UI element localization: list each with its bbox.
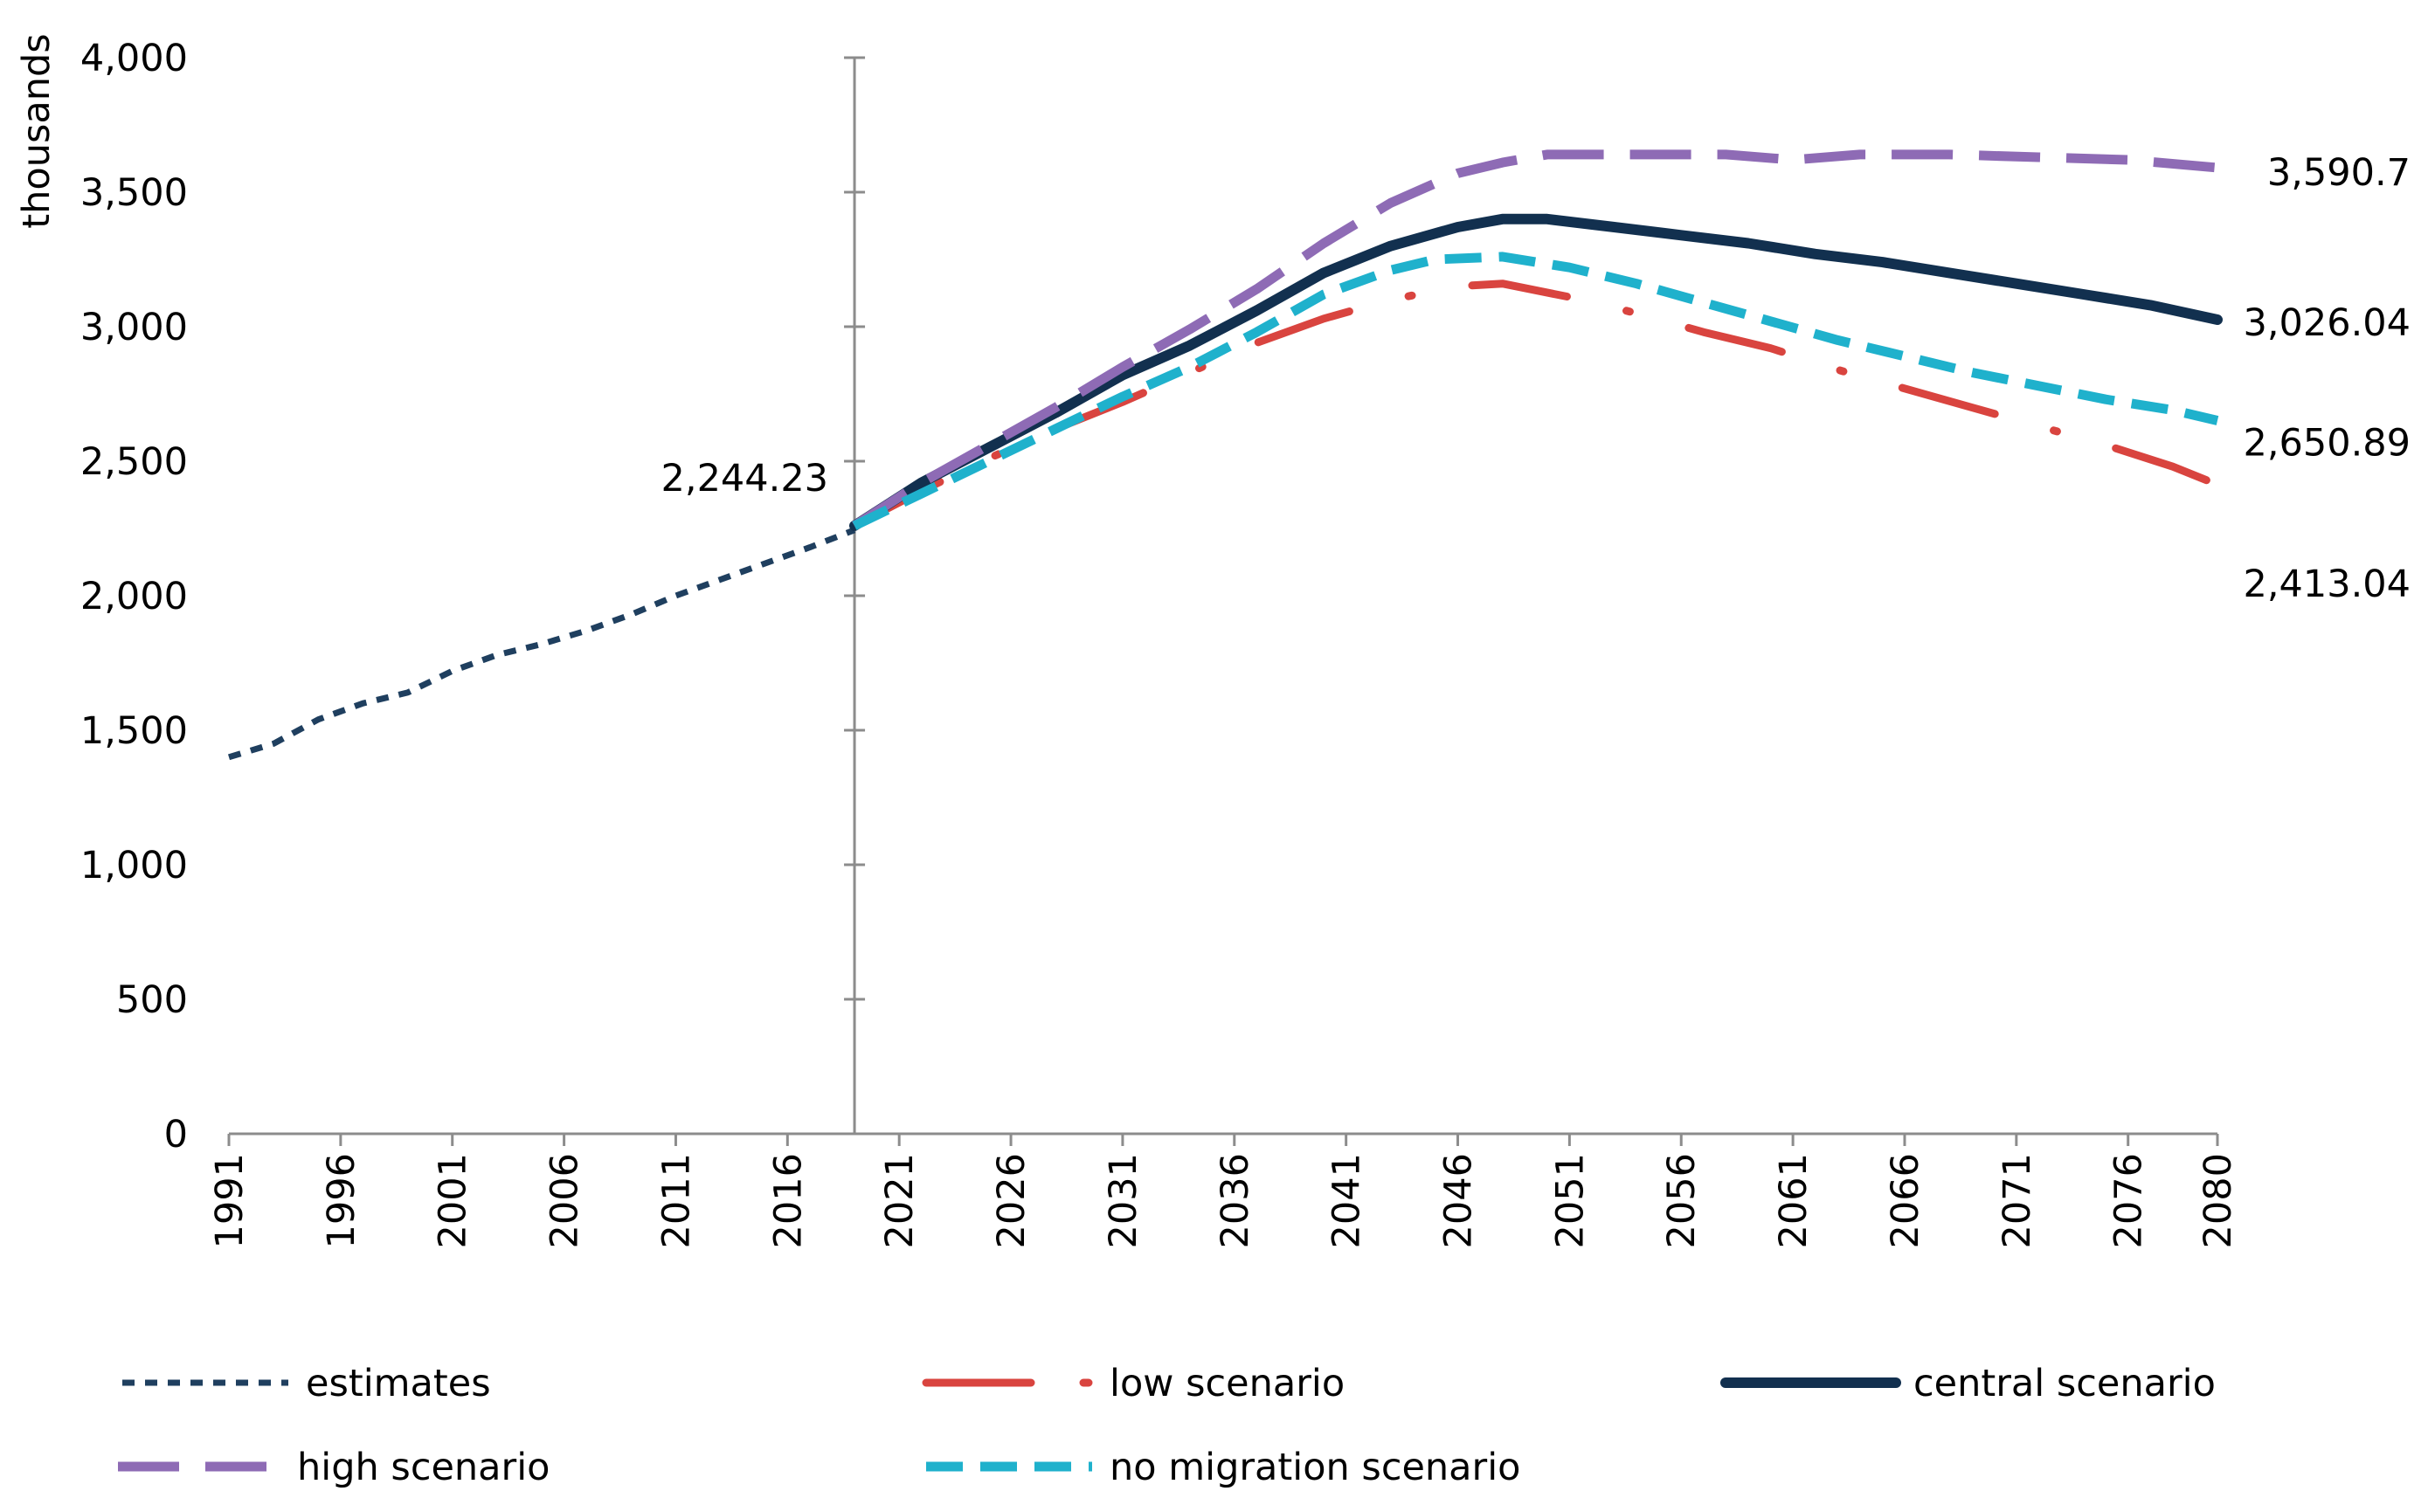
y-tick-label: 4,000 (80, 37, 188, 80)
axes: 0 500 1,000 1,500 2,000 2,500 3,000 3,500 4,000 1… (80, 37, 2240, 1248)
x-tick-label: 2071 (1996, 1153, 2039, 1248)
y-tick-label: 2,000 (80, 575, 188, 618)
series-line-high-scenario (852, 149, 2218, 530)
x-tick-label: 2056 (1660, 1153, 1704, 1248)
data-label-end: 2,413.04 (2244, 563, 2411, 606)
data-label-end: 2,650.89 (2244, 422, 2411, 466)
x-tick-label: 2066 (1884, 1153, 1927, 1248)
series-line-no-migration-scenario (852, 252, 2219, 530)
y-tick-label: 1,500 (80, 709, 188, 753)
legend-label: estimates (306, 1362, 491, 1405)
y-tick-label: 500 (116, 978, 188, 1022)
y-tick-label: 2,500 (80, 440, 188, 484)
x-tick-label: 2061 (1772, 1153, 1816, 1248)
x-tick-label: 1996 (320, 1153, 363, 1248)
y-tick-label: 3,500 (80, 171, 188, 215)
x-tick-label: 2051 (1548, 1153, 1592, 1248)
x-tick-label: 2046 (1437, 1153, 1481, 1248)
x-tick-label: 2021 (878, 1153, 922, 1248)
x-tick-label: 2011 (654, 1153, 698, 1248)
y-axis-title: thousands (15, 33, 59, 228)
series-lines (227, 149, 2223, 761)
x-tick-label: 2026 (990, 1153, 1034, 1248)
x-tick-label: 2036 (1214, 1153, 1257, 1248)
legend-label: no migration scenario (1110, 1446, 1520, 1489)
y-tick-label: 3,000 (80, 306, 188, 349)
legend-label: high scenario (297, 1446, 550, 1489)
x-tick-label: 1991 (208, 1153, 252, 1248)
x-tick-label: 2041 (1325, 1153, 1369, 1248)
series-line-estimates (227, 527, 856, 761)
x-tick-label: 2006 (543, 1153, 587, 1248)
y-tick-label: 1,000 (80, 844, 188, 887)
legend: estimates low scenario central scenario hig… (118, 1362, 2216, 1489)
x-tick-label: 2076 (2107, 1153, 2151, 1248)
series-line-central-scenario (849, 213, 2223, 531)
x-tick-label: 2031 (1102, 1153, 1145, 1248)
x-tick-label: 2080 (2196, 1153, 2240, 1248)
legend-label: central scenario (1913, 1362, 2216, 1405)
legend-label: low scenario (1110, 1362, 1345, 1405)
data-label-end: 3,026.04 (2244, 301, 2411, 345)
y-tick-label: 0 (164, 1113, 188, 1156)
data-label-start: 2,244.23 (661, 457, 828, 501)
x-tick-label: 2001 (432, 1153, 475, 1248)
series-line-low-scenario (850, 280, 2222, 530)
data-label-end: 3,590.7 (2267, 151, 2411, 195)
data-labels: 2,244.23 3,590.7 3,026.04 2,650.89 2,413.04 (661, 151, 2411, 606)
x-tick-label: 2016 (766, 1153, 810, 1248)
